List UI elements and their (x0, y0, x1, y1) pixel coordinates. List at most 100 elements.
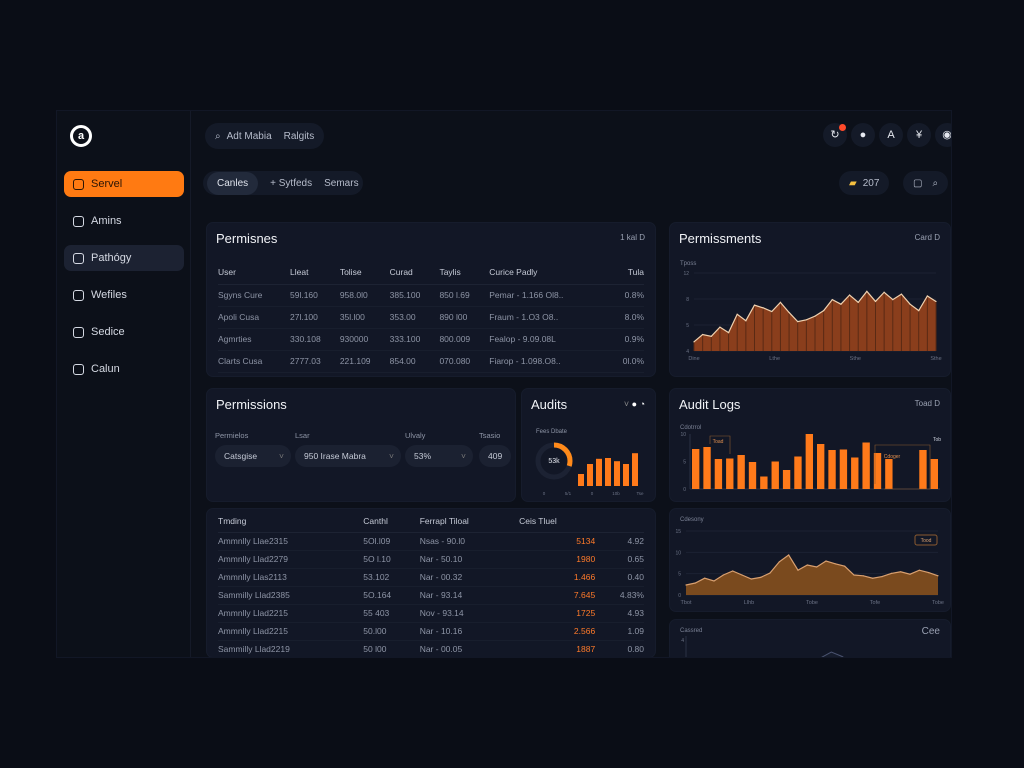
data-point (881, 576, 883, 578)
filter-select[interactable]: 409 (479, 445, 511, 467)
bar[interactable] (862, 442, 870, 490)
bar[interactable] (919, 450, 927, 489)
refresh-icon[interactable]: ◔ (639, 399, 645, 409)
chart-meta[interactable]: Card D (914, 233, 940, 242)
tab-1[interactable]: + Sytfeds (270, 177, 313, 189)
table-row[interactable]: Sammilly Llad2219 50 l00 Nar - 00.05 1887 0.… (218, 640, 644, 657)
table-row[interactable]: Ammnlly Llad2215 55 403 Nov - 93.14 1725 4.9… (218, 604, 644, 623)
bar[interactable] (692, 449, 700, 489)
search-bar[interactable]: ⌕ Adt Mabia Ralgits (205, 123, 325, 149)
data-point (797, 321, 799, 323)
bar[interactable] (726, 458, 734, 490)
audits-chart: 53k 0 5/1 0 10b Tse (535, 442, 644, 496)
card-meta[interactable]: 1 kal D (620, 233, 645, 242)
table-cell: 55 403 (363, 604, 420, 623)
bar[interactable] (596, 458, 602, 486)
bar[interactable] (828, 450, 836, 489)
search-suffix: Ralgits (283, 130, 315, 142)
bar[interactable] (805, 434, 813, 489)
area-chart-card: 0 5 10 15 Tbot Llhb Tobe Tofe Tobe Cdesony Tood (669, 508, 951, 612)
table-row[interactable]: Ammnlly Llad2279 5O l.10 Nar - 50.10 1980 0.… (218, 550, 644, 569)
bar[interactable] (817, 444, 825, 489)
data-point (814, 315, 816, 317)
bar[interactable] (851, 457, 859, 490)
table-cell: 53.102 (363, 568, 420, 587)
bar[interactable] (748, 462, 757, 489)
table-cell: 930000 (339, 328, 390, 351)
avatar-icon[interactable]: ◉ (935, 123, 951, 147)
count-badge[interactable]: ▰ 207 (839, 171, 890, 195)
table-cell: Nar - 93.14 (419, 586, 520, 605)
filter-select[interactable]: Catsgise ˅ (215, 445, 291, 467)
filter-select[interactable]: 950 Irase Mabra ˅ (295, 445, 401, 467)
filter-icon[interactable]: ¥ (907, 123, 931, 147)
bar[interactable] (771, 461, 779, 490)
table-row[interactable]: Ammnlly Llad2215 50.l00 Nar - 10.16 2.566 1.… (218, 622, 644, 641)
bar[interactable] (578, 474, 584, 486)
bar[interactable] (587, 464, 593, 486)
column-header[interactable]: Lleat (290, 261, 340, 285)
column-header[interactable]: Taylis (439, 261, 490, 285)
column-header[interactable]: Tmding (218, 511, 364, 533)
search-icon[interactable]: ⌕ (932, 177, 939, 189)
column-header[interactable]: Canthl (363, 511, 420, 533)
data-point (805, 319, 807, 321)
bar[interactable] (605, 458, 611, 486)
bar[interactable] (885, 459, 893, 489)
table-row[interactable]: Sammilly Llad2385 5O.164 Nar - 93.14 7.645 4… (218, 586, 644, 605)
search-input[interactable]: Adt Mabia (226, 130, 272, 142)
column-header[interactable]: Ceis Tluel (519, 511, 596, 533)
bar[interactable] (632, 453, 638, 486)
table-row[interactable]: Agmrties 330.108 930000 333.100 800.009 Fealo… (218, 328, 644, 351)
table-cell: Ammnlly Llad2215 (218, 622, 364, 641)
chart-meta[interactable]: Toad D (914, 399, 940, 408)
bar[interactable] (760, 476, 768, 490)
column-header[interactable]: Tolise (339, 261, 390, 285)
bar[interactable] (873, 453, 882, 489)
card-title: Permissions (216, 397, 287, 412)
bar[interactable] (714, 459, 723, 489)
sidebar-item-5[interactable]: Calun (64, 356, 184, 382)
bar[interactable] (930, 459, 938, 489)
bar[interactable] (794, 456, 802, 490)
x-tick-label: Tobe (932, 600, 944, 606)
bar[interactable] (703, 447, 711, 489)
chart-meta[interactable]: Cee (921, 626, 940, 637)
tab-2[interactable]: Semars (324, 177, 359, 189)
column-header[interactable]: User (218, 261, 290, 285)
data-point (710, 335, 712, 337)
column-header[interactable]: Curice Padly (489, 261, 610, 285)
sidebar-item-0[interactable]: Servel (64, 171, 184, 197)
y-tick-label: 4 (681, 638, 684, 644)
sidebar-item-3[interactable]: Wefiles (64, 282, 184, 308)
bar[interactable] (782, 470, 791, 489)
table-row[interactable]: Clarts Cusa 2777.03 221.109 854.00 070.080 Fi… (218, 350, 644, 373)
pie-icon[interactable]: ● (631, 399, 638, 409)
sidebar-item-1[interactable]: Amins (64, 208, 184, 234)
chat-icon[interactable]: ▢ (913, 177, 923, 189)
circle-icon (73, 252, 84, 264)
column-header[interactable]: Ferrapl Tiloal (419, 511, 520, 533)
table-row[interactable]: Apoli Cusa 27l.100 35l.l00 353.00 890 l00 Fra… (218, 306, 644, 329)
chevron-down-icon[interactable]: ˅ (623, 399, 630, 409)
bar[interactable] (614, 461, 620, 486)
column-header[interactable]: Curad (389, 261, 440, 285)
table-row[interactable]: Ammnlly Llae2315 5Ol.l09 Nsas - 90.l0 5134 4… (218, 532, 644, 551)
filter-select[interactable]: 53% ˅ (405, 445, 473, 467)
font-icon[interactable]: A (879, 123, 903, 147)
table-cell: 070.080 (439, 350, 490, 373)
bar[interactable] (737, 455, 745, 489)
tab-0[interactable]: Canles (207, 171, 259, 195)
table-row[interactable]: Ammnlly Llas2113 53.102 Nar - 00.32 1.466 0.… (218, 568, 644, 587)
sidebar-item-2[interactable]: Pathógy (64, 245, 184, 271)
user-icon[interactable]: ● (851, 123, 875, 147)
column-header[interactable]: Tula (609, 261, 644, 285)
data-point (806, 564, 808, 566)
audits-actions[interactable]: ˅ ● ◔ (624, 399, 645, 409)
data-point (713, 580, 715, 582)
bar[interactable] (839, 449, 848, 490)
notification-icon[interactable]: ↻ (823, 123, 847, 147)
sidebar-item-4[interactable]: Sedice (64, 319, 184, 345)
table-row[interactable]: Sgyns Cure 59l.160 958.0l0 385.100 850 l.69 P… (218, 284, 644, 307)
bar[interactable] (623, 464, 629, 486)
